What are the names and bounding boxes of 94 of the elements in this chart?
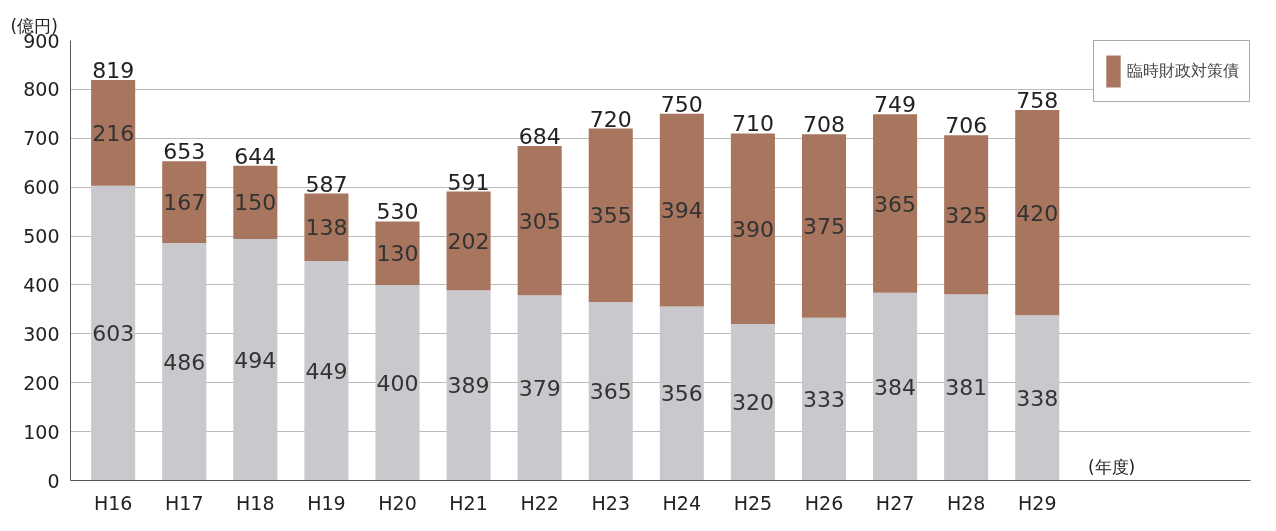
data-label: 167 <box>163 190 206 216</box>
bar <box>233 238 278 481</box>
bar <box>375 284 420 481</box>
data-label: 494 <box>234 347 277 373</box>
total-label: 684 <box>518 124 561 150</box>
bar <box>1015 109 1060 316</box>
data-label: 320 <box>731 390 774 416</box>
y-tick-label: 200 <box>23 371 60 394</box>
bar <box>873 292 918 481</box>
x-tick-label: H27 <box>875 491 915 514</box>
data-label: 138 <box>305 215 348 241</box>
data-label: 325 <box>945 202 988 228</box>
x-tick-label: H21 <box>449 491 488 514</box>
y-tick-label: 700 <box>23 127 60 150</box>
data-label: 130 <box>376 241 419 267</box>
data-label: 449 <box>305 358 348 384</box>
bar <box>944 294 989 481</box>
bar <box>446 191 491 291</box>
x-tick-label: H16 <box>93 491 133 514</box>
bar <box>873 114 918 293</box>
x-tick-label: H23 <box>591 491 630 514</box>
bar <box>446 290 491 481</box>
bar <box>730 324 775 481</box>
bar <box>1015 315 1060 481</box>
total-label: 653 <box>163 139 206 165</box>
total-label: 758 <box>1016 87 1059 113</box>
data-label: 355 <box>589 203 632 229</box>
total-label: 706 <box>945 113 988 139</box>
data-label: 338 <box>1016 385 1059 411</box>
y-tick-label: 600 <box>23 176 60 199</box>
data-label: 420 <box>1016 200 1059 226</box>
x-tick-label: H29 <box>1018 491 1057 514</box>
bar <box>162 161 207 243</box>
total-label: 708 <box>803 112 845 138</box>
bar <box>588 302 633 481</box>
y-tick-label: 0 <box>47 469 60 492</box>
x-tick-label: H18 <box>236 491 275 514</box>
data-label: 394 <box>660 198 703 224</box>
total-label: 819 <box>92 58 135 84</box>
x-tick-label: H24 <box>662 491 702 514</box>
bar <box>801 317 847 481</box>
data-label: 390 <box>731 216 774 242</box>
data-label: 333 <box>803 387 845 413</box>
data-label: 150 <box>234 190 277 216</box>
total-label: 587 <box>305 171 348 197</box>
data-label: 400 <box>376 370 419 396</box>
data-label: 375 <box>803 214 845 240</box>
total-label: 591 <box>447 169 490 195</box>
total-label: 750 <box>660 91 703 117</box>
y-tick-label: 500 <box>23 225 60 248</box>
y-tick-label: 100 <box>23 420 60 443</box>
bar <box>517 146 562 296</box>
bar <box>91 80 136 186</box>
total-label: 749 <box>874 92 917 118</box>
x-tick-label: H22 <box>520 491 559 514</box>
data-label: 384 <box>874 374 917 400</box>
data-label: 365 <box>874 191 917 217</box>
y-tick-label: 800 <box>23 78 60 101</box>
total-label: 720 <box>589 106 632 132</box>
bar <box>375 221 420 285</box>
bar <box>730 133 775 325</box>
x-tick-label: H20 <box>378 491 417 514</box>
legend-label: 臨時財政対策債 <box>1127 60 1239 82</box>
data-label: 486 <box>163 349 206 375</box>
data-label: 389 <box>447 373 490 399</box>
x-tick-label: H25 <box>733 491 773 514</box>
x-tick-label: H17 <box>165 491 204 514</box>
data-label: 365 <box>589 379 632 405</box>
x-tick-label: H26 <box>804 491 844 514</box>
x-tick-label: H19 <box>307 491 346 514</box>
data-label: 603 <box>92 321 135 347</box>
total-label: 710 <box>731 111 774 137</box>
x-tick-label: H28 <box>946 491 986 514</box>
bar <box>233 165 278 239</box>
x-axis-title: (年度) <box>1087 456 1136 477</box>
bar <box>801 134 847 318</box>
data-label: 305 <box>518 208 561 234</box>
bar <box>517 295 562 481</box>
data-label: 379 <box>518 375 561 401</box>
total-label: 644 <box>234 143 277 169</box>
bar <box>588 128 633 303</box>
data-label: 381 <box>945 375 988 401</box>
bar <box>659 113 704 307</box>
data-label: 202 <box>447 228 490 254</box>
data-label: 356 <box>660 381 703 407</box>
y-tick-label: 400 <box>23 273 60 296</box>
bar <box>944 135 989 295</box>
bar <box>162 242 207 481</box>
data-label: 216 <box>92 120 135 146</box>
y-tick-label: 300 <box>23 322 60 345</box>
bar <box>91 185 136 481</box>
bar <box>659 306 704 481</box>
total-label: 530 <box>376 199 419 225</box>
bar <box>304 260 349 481</box>
